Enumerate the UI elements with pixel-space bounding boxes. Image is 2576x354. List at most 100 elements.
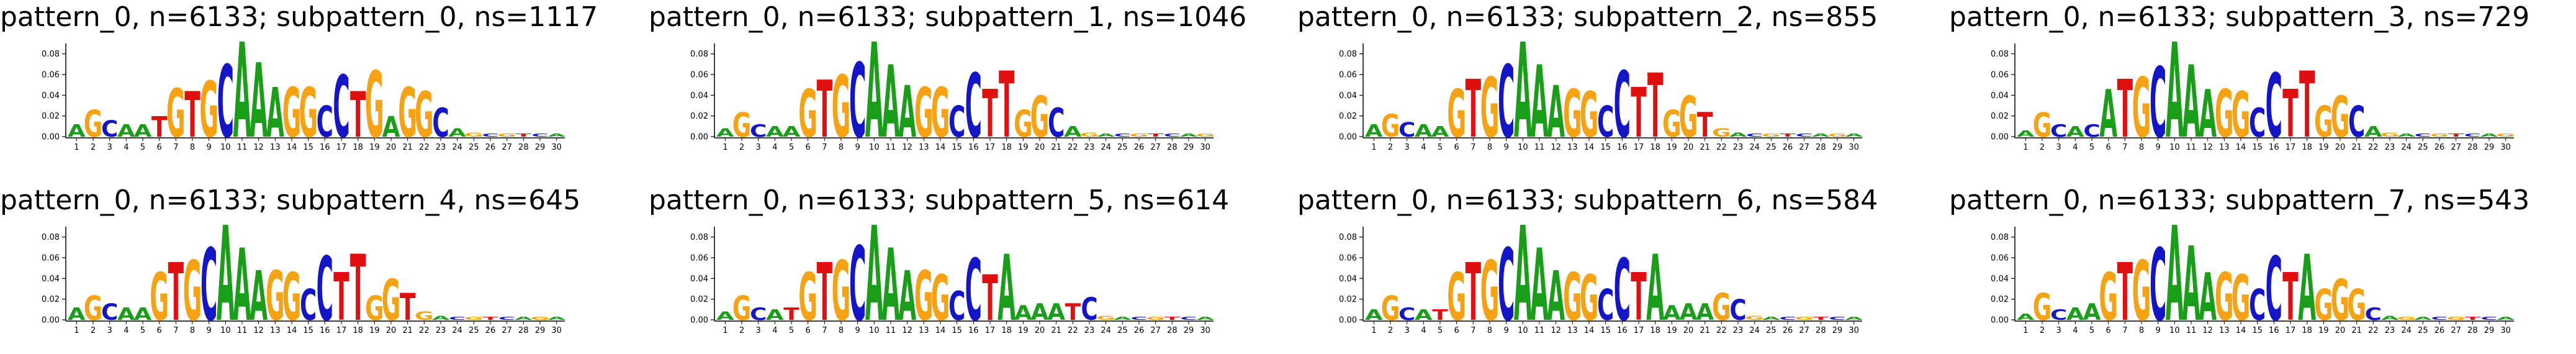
logo-letter-C: C	[1398, 304, 1415, 324]
logo-letter-T: T	[2299, 53, 2315, 159]
x-tick-label: 3	[756, 143, 761, 152]
x-tick-label: 5	[2089, 326, 2094, 335]
logo-letter-C: C	[2266, 56, 2282, 158]
x-tick-label: 1	[74, 326, 79, 335]
x-tick-label: 4	[772, 326, 777, 335]
x-tick-label: 24	[1101, 326, 1111, 335]
y-tick-label: 0.00	[1991, 316, 2009, 325]
x-tick-label: 8	[1487, 326, 1492, 335]
x-tick-label: 24	[452, 326, 462, 335]
x-tick-label: 15	[952, 326, 962, 335]
x-tick-label: 30	[1849, 326, 1859, 335]
y-tick-label: 0.02	[42, 295, 60, 304]
logo-letter-T: T	[350, 237, 366, 342]
x-tick-label: 12	[2202, 326, 2213, 335]
logo-letter-G: G	[1745, 315, 1764, 321]
y-tick-label: 0.00	[1339, 316, 1357, 325]
x-tick-label: 1	[723, 143, 727, 152]
x-tick-label: 17	[985, 326, 996, 335]
logo-letter-T: T	[982, 262, 998, 335]
x-tick-label: 29	[1184, 143, 1194, 152]
logo-letter-A: A	[2497, 316, 2515, 321]
logo-letter-G: G	[732, 106, 752, 145]
logo-letter-G: G	[266, 258, 285, 337]
logo-letter-G: G	[1130, 133, 1149, 138]
logo-letter-A: A	[1531, 229, 1549, 344]
x-tick-label: 7	[1470, 326, 1475, 335]
logo-letter-G: G	[2331, 268, 2350, 334]
x-tick-label: 6	[1454, 143, 1459, 152]
x-tick-label: 30	[1200, 326, 1210, 335]
x-tick-label: 29	[1184, 326, 1194, 335]
logo-letter-A: A	[250, 258, 268, 337]
logo-letter-A: A	[134, 304, 153, 324]
x-tick-label: 20	[386, 143, 397, 152]
x-tick-label: 26	[1134, 326, 1145, 335]
x-tick-label: 30	[2500, 143, 2511, 152]
logo-letter-G: G	[1580, 79, 1599, 152]
logo-letter-C: C	[750, 121, 767, 141]
x-tick-label: 14	[287, 326, 297, 335]
y-tick-label: 0.04	[1339, 275, 1357, 284]
logo-letter-T: T	[2282, 76, 2299, 153]
x-tick-label: 1	[1371, 143, 1376, 152]
x-tick-label: 9	[2156, 326, 2161, 335]
logo-letter-C: C	[965, 241, 982, 340]
logo-letter-C: C	[750, 304, 767, 324]
logo-panel-7: pattern_0, n=6133; subpattern_7, ns=543 …	[1949, 183, 2576, 351]
x-tick-label: 21	[1051, 326, 1061, 335]
logo-letter-A: A	[1845, 316, 1863, 321]
logo-letter-G: G	[1447, 76, 1466, 153]
x-tick-label: 5	[789, 143, 794, 152]
logo-letter-G: G	[84, 289, 103, 329]
x-tick-label: 23	[1733, 326, 1744, 335]
logo-panel-6: pattern_0, n=6133; subpattern_6, ns=584 …	[1297, 183, 1930, 351]
x-tick-label: 7	[2122, 326, 2127, 335]
logo-letter-A: A	[432, 315, 450, 321]
y-tick-label: 0.04	[42, 91, 60, 101]
x-tick-label: 29	[535, 326, 546, 335]
logo-letter-G: G	[415, 79, 434, 152]
logo-letter-A: A	[233, 229, 251, 344]
x-tick-label: 6	[157, 326, 162, 335]
x-tick-label: 11	[1534, 326, 1545, 335]
logo-letter-A: A	[2199, 76, 2217, 153]
logo-letter-C: C	[432, 100, 449, 147]
x-tick-label: 2	[2040, 143, 2045, 152]
logo-letter-A: A	[2166, 199, 2184, 351]
logo-letter-C: C	[101, 299, 118, 325]
x-tick-label: 16	[320, 143, 330, 152]
logo-letter-G: G	[398, 75, 417, 153]
logo-letter-G: G	[1762, 133, 1781, 138]
x-tick-label: 24	[2401, 326, 2412, 335]
logo-letter-T: T	[999, 53, 1015, 159]
x-tick-label: 12	[2202, 143, 2213, 152]
logo-letter-G: G	[464, 316, 484, 321]
logo-letter-C: C	[449, 316, 466, 321]
x-tick-label: 23	[2385, 326, 2395, 335]
logo-letter-G: G	[2380, 132, 2400, 138]
logo-letter-A: A	[515, 316, 533, 321]
x-tick-label: 9	[1504, 143, 1509, 152]
x-tick-label: 25	[1766, 143, 1777, 152]
x-tick-label: 12	[1551, 326, 1561, 335]
x-tick-label: 25	[2418, 326, 2428, 335]
x-tick-label: 23	[2385, 143, 2395, 152]
x-tick-label: 10	[220, 143, 231, 152]
x-tick-label: 29	[535, 143, 546, 152]
logo-letter-G: G	[1146, 316, 1165, 321]
logo-letter-A: A	[2182, 45, 2200, 161]
x-tick-label: 7	[173, 143, 178, 152]
x-tick-label: 20	[1035, 326, 1045, 335]
logo-panel-1: pattern_0, n=6133; subpattern_1, ns=1046…	[649, 0, 1282, 168]
logo-letter-T: T	[982, 76, 998, 153]
logo-letter-A: A	[2414, 316, 2432, 321]
x-tick-label: 14	[287, 143, 297, 152]
x-tick-label: 26	[1783, 143, 1793, 152]
logo-letter-G: G	[166, 75, 186, 153]
x-tick-label: 9	[207, 143, 212, 152]
logo-letter-T: T	[1813, 316, 1829, 321]
logo-letter-C: C	[200, 229, 217, 344]
